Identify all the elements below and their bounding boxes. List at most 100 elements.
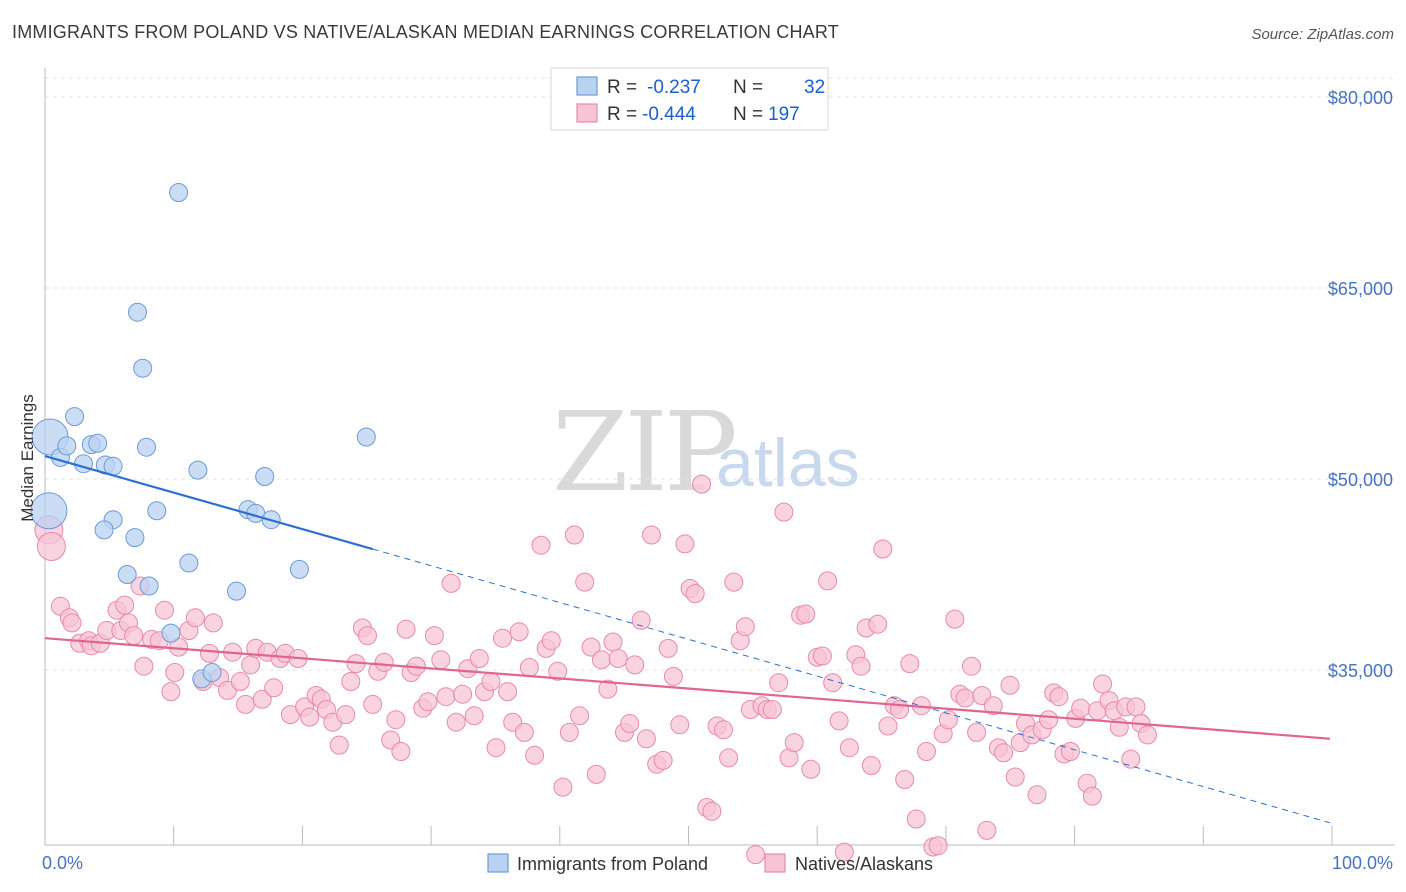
natives-point (983, 696, 1003, 716)
natives-point (1000, 675, 1020, 695)
natives-point (818, 571, 838, 591)
natives-trend-line (44, 637, 1331, 740)
poland-point (179, 553, 199, 573)
poland-point (133, 358, 153, 378)
natives-point (1138, 725, 1157, 745)
legend-n-value-2: 197 (768, 104, 800, 125)
natives-point (1027, 785, 1047, 805)
poland-point (88, 433, 108, 453)
poland-point (169, 183, 189, 202)
natives-point (185, 608, 205, 628)
natives-point (598, 679, 618, 699)
natives-point (1060, 742, 1080, 761)
natives-point (895, 770, 915, 789)
natives-point (115, 595, 135, 615)
natives-point (663, 666, 683, 686)
natives-point (829, 711, 849, 731)
poland-point (356, 427, 376, 447)
natives-point (769, 673, 789, 693)
series-legend-label-natives: Natives/Alaskans (795, 854, 933, 874)
natives-point (1126, 697, 1146, 717)
natives-point (165, 663, 185, 682)
poland-point (94, 520, 114, 540)
natives-point (374, 652, 394, 672)
natives-point (796, 604, 816, 624)
natives-point (509, 622, 529, 642)
stats-legend: R = -0.237 N = 32 R = -0.444 N = 197 (550, 67, 829, 131)
poland-point (137, 437, 156, 457)
poland-point (161, 623, 181, 643)
y-tick-label: $80,000 (1328, 88, 1393, 108)
natives-point (424, 626, 444, 646)
natives-point (200, 643, 219, 663)
poland-trend-extension (372, 548, 1331, 824)
natives-point (636, 729, 656, 749)
natives-point (519, 658, 539, 677)
natives-point (1093, 674, 1113, 694)
natives-point (591, 650, 611, 670)
data-points (30, 183, 1157, 865)
natives-point (446, 712, 466, 732)
natives-point (878, 716, 898, 736)
trend-lines (44, 455, 1331, 824)
natives-point (642, 525, 661, 545)
natives-point (203, 613, 223, 633)
watermark: ZIP atlas (552, 388, 860, 516)
natives-point (945, 609, 965, 629)
natives-point (620, 714, 640, 733)
natives-point (719, 748, 739, 768)
poland-point (255, 467, 275, 486)
natives-point (62, 613, 82, 633)
series-legend-label-poland: Immigrants from Poland (517, 854, 708, 874)
natives-point (861, 756, 881, 775)
series-legend-swatch-poland (487, 853, 509, 873)
natives-point (264, 678, 284, 698)
natives-point (553, 777, 573, 797)
poland-point (188, 460, 208, 480)
natives-point (851, 656, 871, 676)
natives-point (906, 809, 926, 829)
natives-point (336, 705, 356, 725)
x-tick-labels: 0.0% 100.0% (42, 853, 1393, 873)
poland-point (227, 581, 246, 601)
source-label: Source: ZipAtlas.com (1251, 26, 1394, 43)
natives-point (675, 534, 695, 554)
legend-swatch-poland (576, 76, 598, 96)
natives-point (724, 572, 744, 592)
y-tick-label: $65,000 (1328, 279, 1393, 299)
y-tick-label: $35,000 (1328, 661, 1393, 681)
natives-point (702, 801, 722, 821)
natives-point (625, 655, 645, 675)
natives-point (735, 617, 755, 637)
natives-point (685, 584, 705, 604)
natives-point (155, 600, 174, 620)
natives-point (486, 738, 506, 758)
natives-point (801, 759, 821, 779)
natives-point (658, 638, 678, 658)
natives-point (418, 692, 438, 712)
watermark-zip: ZIP (552, 388, 735, 516)
natives-point (575, 572, 595, 592)
natives-point (329, 735, 349, 755)
natives-point (358, 626, 377, 646)
natives-point (559, 722, 579, 742)
poland-point (65, 407, 85, 427)
natives-point (967, 722, 987, 742)
natives-point (1082, 786, 1102, 806)
natives-point (493, 628, 512, 648)
natives-point (386, 710, 406, 730)
natives-point (873, 539, 893, 559)
natives-point (453, 684, 473, 704)
legend-r-label-1: R = (607, 77, 637, 98)
natives-point (498, 682, 518, 702)
natives-point (396, 619, 416, 639)
natives-point (581, 637, 601, 657)
natives-point (436, 687, 456, 707)
natives-point (784, 733, 804, 753)
series-legend: Immigrants from Poland Natives/Alaskans (487, 853, 933, 874)
legend-n-value-1: 32 (804, 77, 825, 98)
natives-point (441, 573, 461, 593)
x-tick-label-max: 100.0% (1332, 853, 1393, 873)
natives-point (531, 535, 551, 555)
